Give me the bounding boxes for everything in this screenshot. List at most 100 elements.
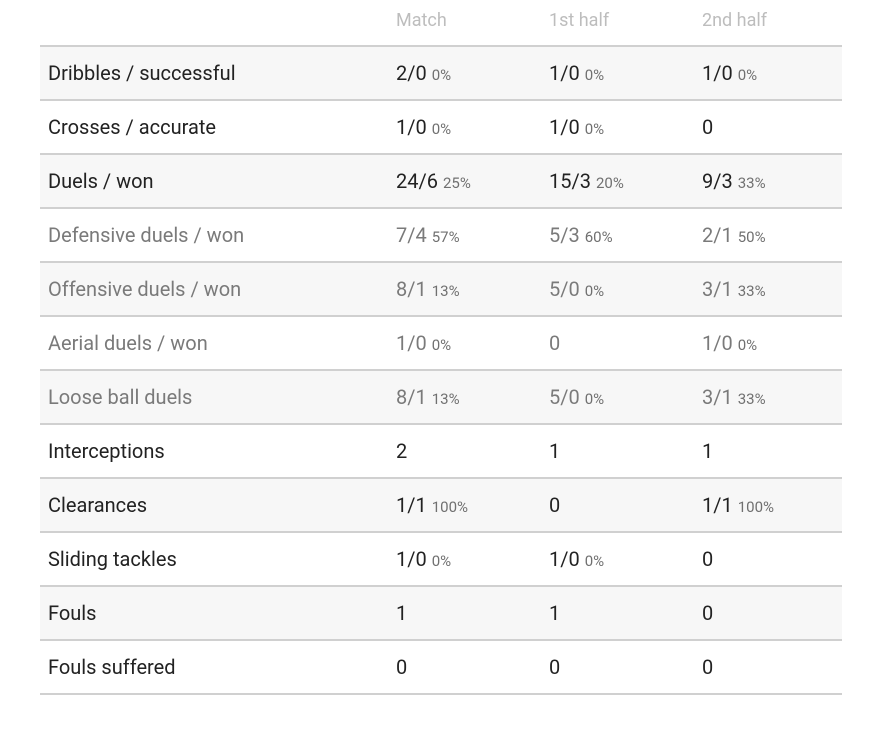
stat-label: Interceptions	[48, 439, 165, 463]
stat-value: 1	[549, 439, 561, 463]
stat-cell: 1/0 0%	[396, 547, 451, 571]
stat-value: 5/0	[549, 385, 580, 409]
stat-cell: 15/3 20%	[549, 169, 624, 193]
stat-row: Clearances 1/1 100% 0 1/1 100%	[40, 479, 842, 533]
stat-percent: 50%	[737, 228, 766, 246]
column-header: 2nd half	[702, 10, 768, 31]
stat-value: 1	[549, 601, 561, 625]
stat-row: Sliding tackles 1/0 0% 1/0 0% 0	[40, 533, 842, 587]
stat-cell: 0	[549, 331, 560, 355]
stat-cell: 0	[702, 655, 713, 679]
stat-value: 8/1	[396, 385, 427, 409]
stat-percent: 0%	[431, 552, 452, 570]
stat-value: 0	[702, 115, 714, 139]
stat-value: 3/1	[702, 277, 733, 301]
stat-value: 7/4	[396, 223, 427, 247]
stat-value: 5/0	[549, 277, 580, 301]
stat-percent: 13%	[431, 390, 460, 408]
stat-label: Dribbles / successful	[48, 61, 236, 85]
stat-cell: 1	[549, 439, 560, 463]
stat-cell: 9/3 33%	[702, 169, 766, 193]
stat-row: Crosses / accurate 1/0 0% 1/0 0% 0	[40, 101, 842, 155]
stat-value: 0	[702, 601, 714, 625]
stat-cell: 2	[396, 439, 407, 463]
stat-label: Fouls suffered	[48, 655, 176, 679]
stat-percent: 25%	[442, 174, 471, 192]
stat-value: 1/0	[702, 61, 733, 85]
stat-value: 3/1	[702, 385, 733, 409]
stat-value: 8/1	[396, 277, 427, 301]
stat-percent: 0%	[737, 66, 758, 84]
stat-value: 0	[702, 547, 714, 571]
stat-percent: 0%	[431, 120, 452, 138]
stat-label: Sliding tackles	[48, 547, 177, 571]
stat-percent: 0%	[584, 282, 605, 300]
stat-percent: 13%	[431, 282, 460, 300]
stat-percent: 0%	[584, 552, 605, 570]
stat-value: 0	[549, 331, 561, 355]
stat-cell: 1/0 0%	[702, 61, 757, 85]
stat-cell: 2/0 0%	[396, 61, 451, 85]
stat-row: Aerial duels / won 1/0 0% 0 1/0 0%	[40, 317, 842, 371]
stat-value: 0	[702, 655, 714, 679]
stat-cell: 1	[396, 601, 407, 625]
column-header: 1st half	[549, 10, 610, 31]
stat-percent: 0%	[431, 336, 452, 354]
stat-value: 1	[396, 601, 408, 625]
stat-row: Offensive duels / won 8/1 13% 5/0 0% 3/1 33%	[40, 263, 842, 317]
stat-cell: 1	[702, 439, 713, 463]
stat-value: 1/0	[702, 331, 733, 355]
stat-value: 0	[549, 655, 561, 679]
stat-cell: 7/4 57%	[396, 223, 460, 247]
stat-cell: 1/0 0%	[702, 331, 757, 355]
stat-value: 0	[549, 493, 561, 517]
stat-cell: 1/0 0%	[396, 115, 451, 139]
stat-label: Clearances	[48, 493, 148, 517]
stat-percent: 0%	[584, 120, 605, 138]
stat-value: 9/3	[702, 169, 733, 193]
stat-value: 1/1	[396, 493, 427, 517]
stat-cell: 0	[702, 547, 713, 571]
stat-value: 5/3	[549, 223, 580, 247]
stat-cell: 3/1 33%	[702, 277, 766, 301]
stat-cell: 0	[396, 655, 407, 679]
stat-percent: 33%	[737, 282, 766, 300]
stat-percent: 20%	[595, 174, 624, 192]
stat-label: Fouls	[48, 601, 97, 625]
stat-value: 1/1	[702, 493, 733, 517]
stat-value: 1/0	[396, 547, 427, 571]
stat-value: 1/0	[549, 115, 580, 139]
stat-row: Defensive duels / won 7/4 57% 5/3 60% 2/1 50%	[40, 209, 842, 263]
stat-percent: 0%	[584, 390, 605, 408]
stat-value: 2/0	[396, 61, 427, 85]
stat-cell: 1/0 0%	[396, 331, 451, 355]
stat-cell: 1	[549, 601, 560, 625]
stat-cell: 8/1 13%	[396, 277, 460, 301]
stat-percent: 60%	[584, 228, 613, 246]
stat-cell: 1/1 100%	[702, 493, 774, 517]
stat-cell: 24/6 25%	[396, 169, 471, 193]
stat-percent: 33%	[737, 390, 766, 408]
stat-cell: 3/1 33%	[702, 385, 766, 409]
stat-cell: 0	[702, 601, 713, 625]
stat-value: 1/0	[396, 331, 427, 355]
stat-value: 2/1	[702, 223, 733, 247]
stat-label: Aerial duels / won	[48, 331, 208, 355]
stat-label: Offensive duels / won	[48, 277, 242, 301]
stat-cell: 2/1 50%	[702, 223, 766, 247]
stat-percent: 0%	[431, 66, 452, 84]
stat-cell: 5/0 0%	[549, 277, 604, 301]
stat-cell: 5/0 0%	[549, 385, 604, 409]
stat-label: Duels / won	[48, 169, 154, 193]
stat-value: 15/3	[549, 169, 591, 193]
stat-row: Loose ball duels 8/1 13% 5/0 0% 3/1 33%	[40, 371, 842, 425]
column-header: Match	[396, 10, 447, 31]
stat-row: Interceptions 2 1 1	[40, 425, 842, 479]
stat-percent: 100%	[737, 498, 775, 516]
stat-row: Fouls suffered 0 0 0	[40, 641, 842, 695]
stat-percent: 0%	[737, 336, 758, 354]
stat-row: Dribbles / successful 2/0 0% 1/0 0% 1/0 0%	[40, 47, 842, 101]
stat-percent: 33%	[737, 174, 766, 192]
stat-value: 24/6	[396, 169, 438, 193]
